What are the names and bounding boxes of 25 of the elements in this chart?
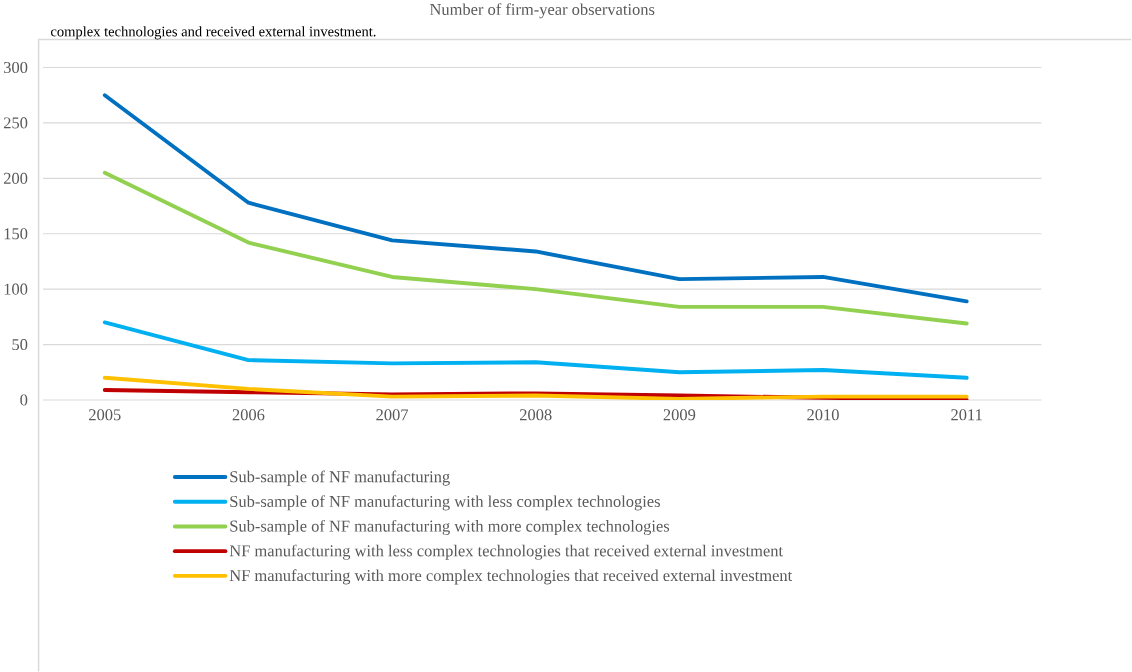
y-tick-label: 50 [12, 338, 28, 351]
x-tick-label: 2009 [663, 409, 696, 421]
text: complex technologies and received external investment. [50, 26, 376, 40]
y-tick-label: 100 [4, 283, 28, 295]
y-tick-label: 150 [4, 228, 28, 240]
x-tick-label: 2010 [807, 409, 839, 421]
x-tick-label: 2006 [232, 409, 265, 421]
legend-label: NF manufacturing with less complex technologies that received external investment [229, 544, 783, 560]
legend-label: Sub-sample of NF manufacturing with less complex technologies [230, 495, 660, 511]
line-series [102, 93, 969, 304]
y-tick-label: 0 [20, 394, 28, 406]
y-tick-label: 250 [3, 117, 28, 129]
line-series [102, 375, 969, 400]
line-series [102, 320, 969, 380]
y-tick-label: 300 [4, 61, 28, 73]
line-series [102, 170, 969, 326]
legend-label: Sub-sample of NF manufacturing [230, 470, 450, 486]
x-tick-label: 2005 [89, 409, 121, 421]
legend-label: NF manufacturing with more complex technologies that received external investment [229, 569, 793, 585]
y-tick-label: 200 [3, 172, 28, 184]
x-tick-label: 2007 [376, 409, 409, 421]
legend-label: Sub-sample of NF manufacturing with more complex technologies [230, 519, 670, 535]
x-tick-label: 2008 [519, 409, 552, 421]
x-tick-label: 2011 [951, 409, 982, 421]
chart-title: Number of firm-year observations [429, 3, 655, 19]
